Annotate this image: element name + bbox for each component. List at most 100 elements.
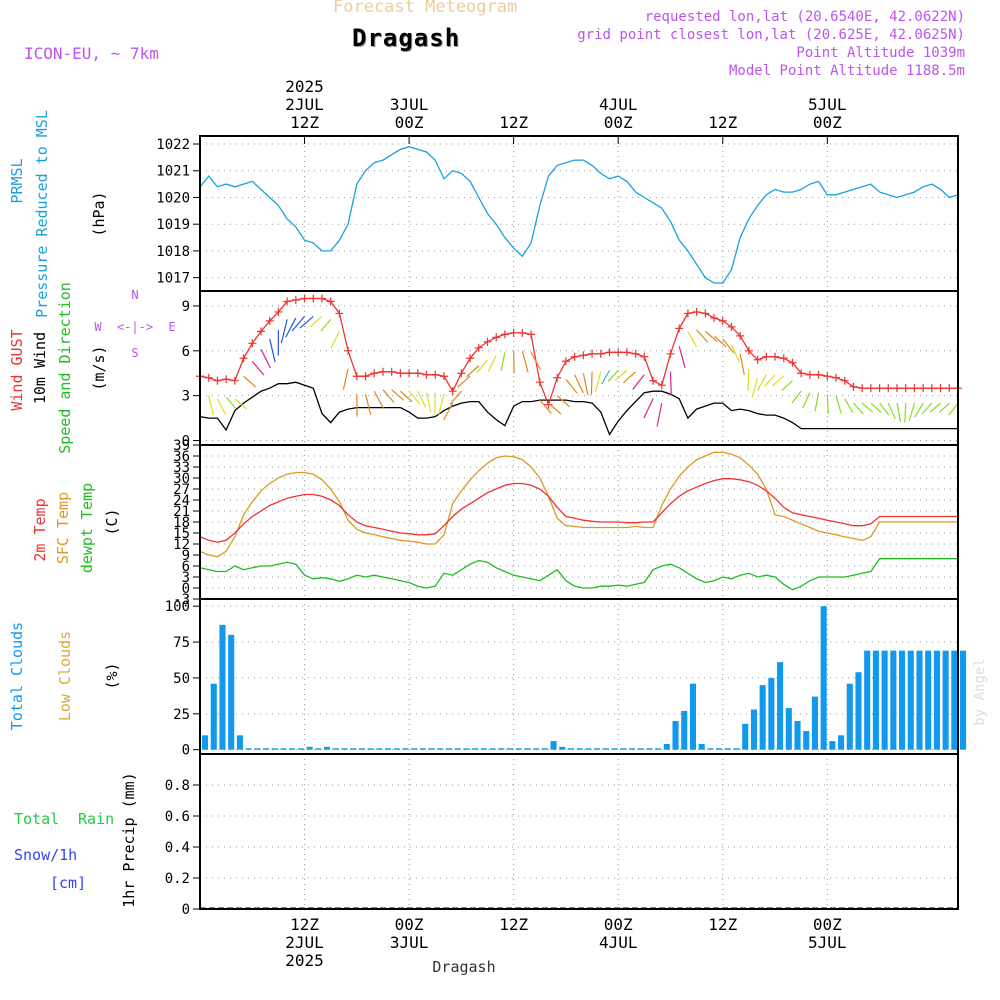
y-tick-label: 25	[173, 707, 190, 723]
wind-direction-arrow	[320, 319, 332, 332]
wind-direction-arrow	[948, 402, 959, 416]
gust-marker	[492, 333, 501, 342]
y-tick-label: 18	[173, 515, 190, 531]
cloud-bar	[323, 746, 331, 750]
wind-direction-arrow	[556, 395, 570, 408]
wind-direction-arrow	[879, 402, 890, 416]
gust-marker	[666, 349, 675, 358]
cloud-bar	[942, 650, 949, 750]
wind-direction-arrow	[548, 402, 562, 415]
requested-coords: requested lon,lat (20.6540E, 42.0622N)	[644, 9, 965, 25]
gust-marker	[344, 346, 353, 355]
gust-marker	[901, 384, 910, 393]
gust-marker	[875, 384, 884, 393]
wind-direction-arrow	[914, 402, 924, 418]
wind-direction-arrow	[408, 390, 421, 405]
wind-direction-arrow	[802, 392, 811, 409]
wind-direction-arrow	[826, 394, 829, 414]
wind-direction-arrow	[739, 353, 745, 376]
top-time-label: 2025	[285, 77, 324, 96]
gust-marker	[840, 376, 849, 385]
y-tick-label: 15	[173, 526, 190, 542]
y-tick-label: 1018	[156, 244, 190, 260]
wind-direction-arrow	[814, 392, 820, 412]
top-time-label: 12Z	[499, 113, 528, 132]
gust-marker	[579, 351, 588, 360]
gust-marker	[823, 372, 832, 381]
wind-direction-arrow	[260, 349, 272, 369]
footer-location: Dragash	[432, 958, 495, 976]
cloud-bar	[254, 748, 261, 750]
cloud-bar	[384, 748, 392, 750]
sfc-temp-line	[199, 451, 958, 558]
temp-unit-label: (C)	[103, 508, 121, 535]
temp-2m-line	[199, 478, 958, 543]
cloud-bar	[960, 650, 967, 750]
wind-direction-arrow	[574, 374, 584, 394]
y-tick-label: 33	[173, 460, 190, 476]
gust-marker	[849, 382, 858, 391]
wind-direction-arrow	[896, 403, 902, 422]
y-tick-label: 0	[182, 581, 190, 597]
wind-direction-arrow	[310, 315, 323, 328]
cloud-bar	[838, 735, 845, 750]
wind-direction-arrow	[530, 352, 541, 370]
wind-direction-arrow	[565, 378, 578, 394]
bottom-time-label: 12Z	[708, 915, 737, 934]
cloud-bar	[620, 748, 627, 750]
wind-direction-arrow	[342, 368, 349, 390]
wind-direction-arrow	[539, 399, 552, 414]
cloud-bar	[951, 650, 958, 750]
y-tick-label: 6	[182, 559, 190, 575]
precip-snow-label: Snow/1h	[14, 846, 77, 864]
cloud-bar	[820, 606, 827, 750]
gust-marker	[553, 373, 562, 382]
temp-2m-label: 2m Temp	[31, 498, 49, 561]
gust-marker	[387, 367, 396, 376]
wind-direction-arrow	[835, 395, 842, 414]
cloud-bar	[672, 720, 679, 750]
gust-marker	[204, 373, 213, 382]
gust-marker	[692, 307, 701, 316]
wind-direction-arrow	[921, 402, 933, 415]
y-tick-label: 0.4	[165, 840, 190, 856]
gust-marker	[309, 294, 318, 303]
dewpoint-line	[199, 558, 958, 591]
gust-marker	[500, 330, 509, 339]
wind-direction-arrow	[696, 329, 709, 343]
bottom-time-label: 3JUL	[390, 933, 429, 952]
gust-marker	[622, 348, 631, 357]
wind-direction-arrow	[632, 374, 645, 390]
cloud-bar	[236, 735, 243, 750]
wind-direction-arrow	[870, 402, 882, 414]
y-tick-label: 1021	[156, 164, 190, 180]
wind-direction-arrow	[269, 338, 276, 363]
cloud-bar	[663, 743, 670, 750]
cloud-bar	[262, 748, 270, 750]
cloud-bar	[846, 683, 853, 750]
panel-frame	[199, 290, 959, 446]
low-clouds-label: Low Clouds	[56, 631, 74, 721]
location-title: Dragash	[352, 24, 461, 52]
wind-direction-arrow	[861, 402, 874, 413]
cloud-bar	[628, 748, 636, 750]
cloud-bar	[228, 634, 235, 750]
top-time-label: 2JUL	[285, 95, 324, 114]
gust-marker	[945, 384, 954, 393]
y-tick-label: 6	[182, 344, 190, 360]
wind-speed-line	[199, 381, 958, 436]
gust-marker	[378, 367, 387, 376]
gust-marker	[317, 294, 326, 303]
gust-marker	[675, 324, 684, 333]
precip-snow-unit-label: [cm]	[50, 874, 86, 892]
gust-marker	[352, 372, 361, 381]
wind-direction-arrow	[614, 369, 628, 381]
gust-marker	[396, 369, 405, 378]
gust-marker	[701, 309, 710, 318]
gust-marker	[814, 370, 823, 379]
bottom-time-label: 5JUL	[808, 933, 847, 952]
wind-direction-arrow	[466, 365, 480, 378]
grid-point-coords: grid point closest lon,lat (20.625E, 42.…	[577, 27, 965, 43]
wind-direction-arrow	[929, 402, 941, 413]
cloud-bar	[768, 677, 775, 750]
